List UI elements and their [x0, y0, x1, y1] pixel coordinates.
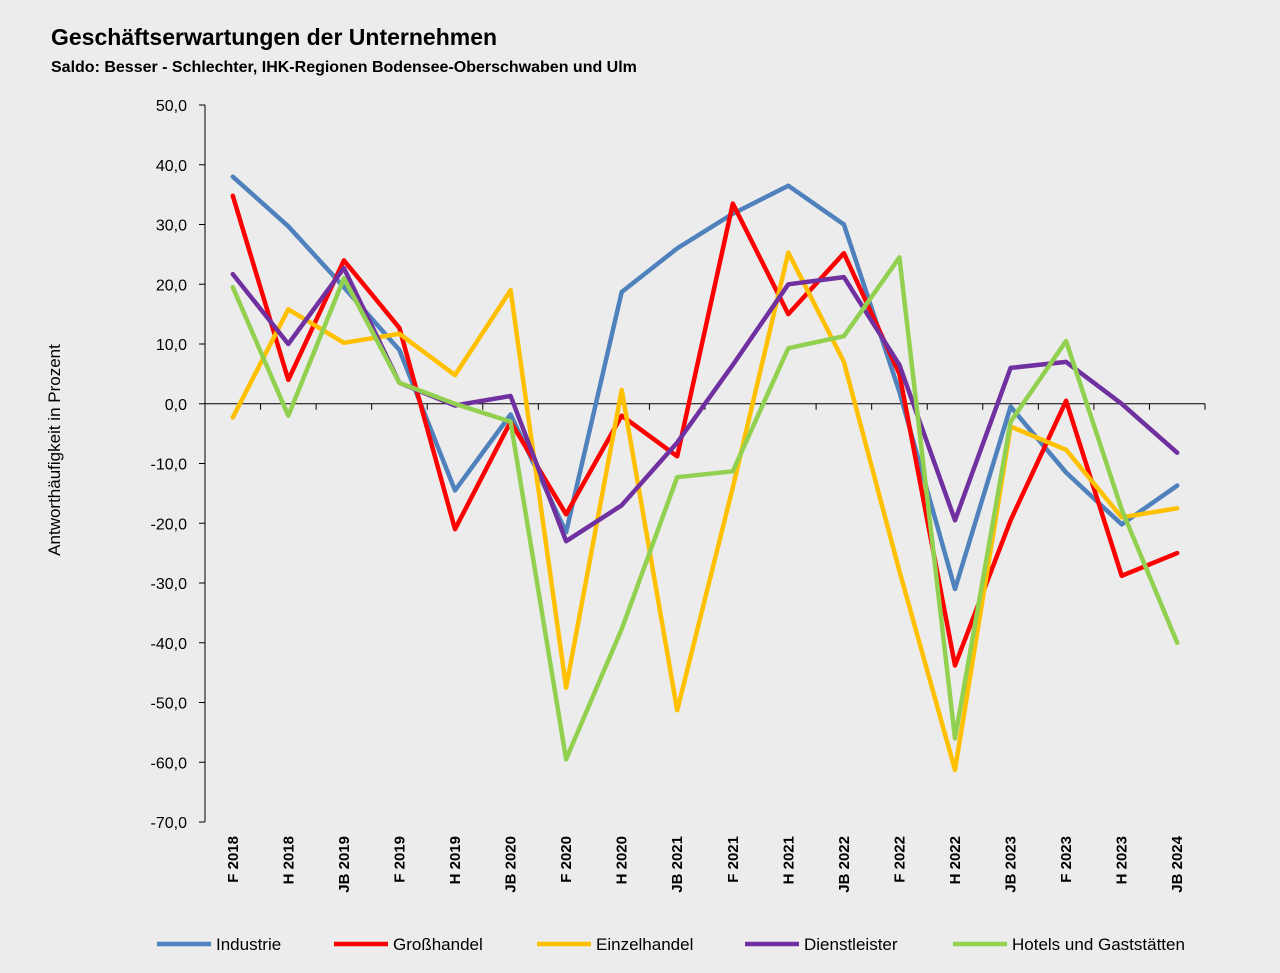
series-line-industrie	[230, 174, 1180, 592]
series-line-einzelhandel	[230, 250, 1180, 773]
y-tick-label: 0,0	[165, 397, 187, 414]
chart-title: Geschäftserwartungen der Unternehmen	[51, 24, 497, 50]
y-tick-label: -20,0	[151, 516, 188, 533]
x-tick-label: F 2020	[558, 836, 575, 883]
y-tick-label: -50,0	[151, 696, 188, 713]
y-tick-label: -40,0	[151, 636, 188, 653]
x-tick-label: H 2021	[780, 836, 797, 884]
y-tick-label: 10,0	[156, 337, 187, 354]
x-tick-label: F 2023	[1058, 836, 1075, 883]
series-line-großhandel	[230, 193, 1180, 668]
x-tick-label: JB 2023	[1003, 836, 1020, 893]
x-tick-labels: F 2018 H 2018 JB 2019 F 2019 H 2019 JB 2020 F …	[225, 835, 1186, 892]
x-tick-label: F 2018	[225, 836, 242, 883]
series-line-hotels-und-gaststätten	[230, 255, 1180, 762]
x-tick-label: JB 2022	[836, 836, 853, 893]
x-tick-label: F 2019	[391, 836, 408, 883]
x-tick-label: H 2023	[1114, 836, 1131, 884]
y-tick-label: -30,0	[151, 576, 188, 593]
x-tick-label: JB 2021	[669, 836, 686, 893]
y-tick-label: 20,0	[156, 277, 187, 294]
y-tick-labels: 50,0 40,0 30,0 20,0 10,0 0,0 -10,0 -20,0 -30,0 -4…	[151, 98, 188, 832]
x-tick-label: H 2018	[280, 836, 297, 884]
legend-label: Industrie	[216, 935, 281, 954]
x-tick-label: JB 2019	[336, 836, 353, 893]
legend-label: Dienstleister	[804, 935, 898, 954]
y-axis-label: Antworthäufigkeit in Prozent	[45, 344, 64, 556]
x-tick-label: H 2022	[947, 836, 964, 884]
legend-label: Großhandel	[393, 935, 483, 954]
y-tick-label: -70,0	[151, 815, 188, 832]
chart-subtitle: Saldo: Besser - Schlechter, IHK-Regionen…	[51, 59, 637, 76]
y-tick-label: -60,0	[151, 755, 188, 772]
y-tick-label: 30,0	[156, 218, 187, 235]
y-tick-label: 50,0	[156, 98, 187, 115]
y-tick-label: 40,0	[156, 158, 187, 175]
axes	[199, 104, 1206, 823]
series-line-dienstleister	[230, 265, 1180, 544]
x-tick-label: H 2019	[447, 836, 464, 884]
x-tick-label: JB 2024	[1169, 835, 1186, 892]
legend-label: Einzelhandel	[596, 935, 693, 954]
x-tick-label: F 2021	[725, 836, 742, 883]
y-tick-label: -10,0	[151, 457, 188, 474]
x-tick-label: F 2022	[891, 836, 908, 883]
legend: Industrie Großhandel Einzelhandel Dienstlei…	[157, 935, 1185, 954]
x-tick-label: JB 2020	[503, 836, 520, 893]
legend-label: Hotels und Gaststätten	[1012, 935, 1185, 954]
series-lines	[230, 174, 1180, 773]
x-tick-label: H 2020	[614, 836, 631, 884]
